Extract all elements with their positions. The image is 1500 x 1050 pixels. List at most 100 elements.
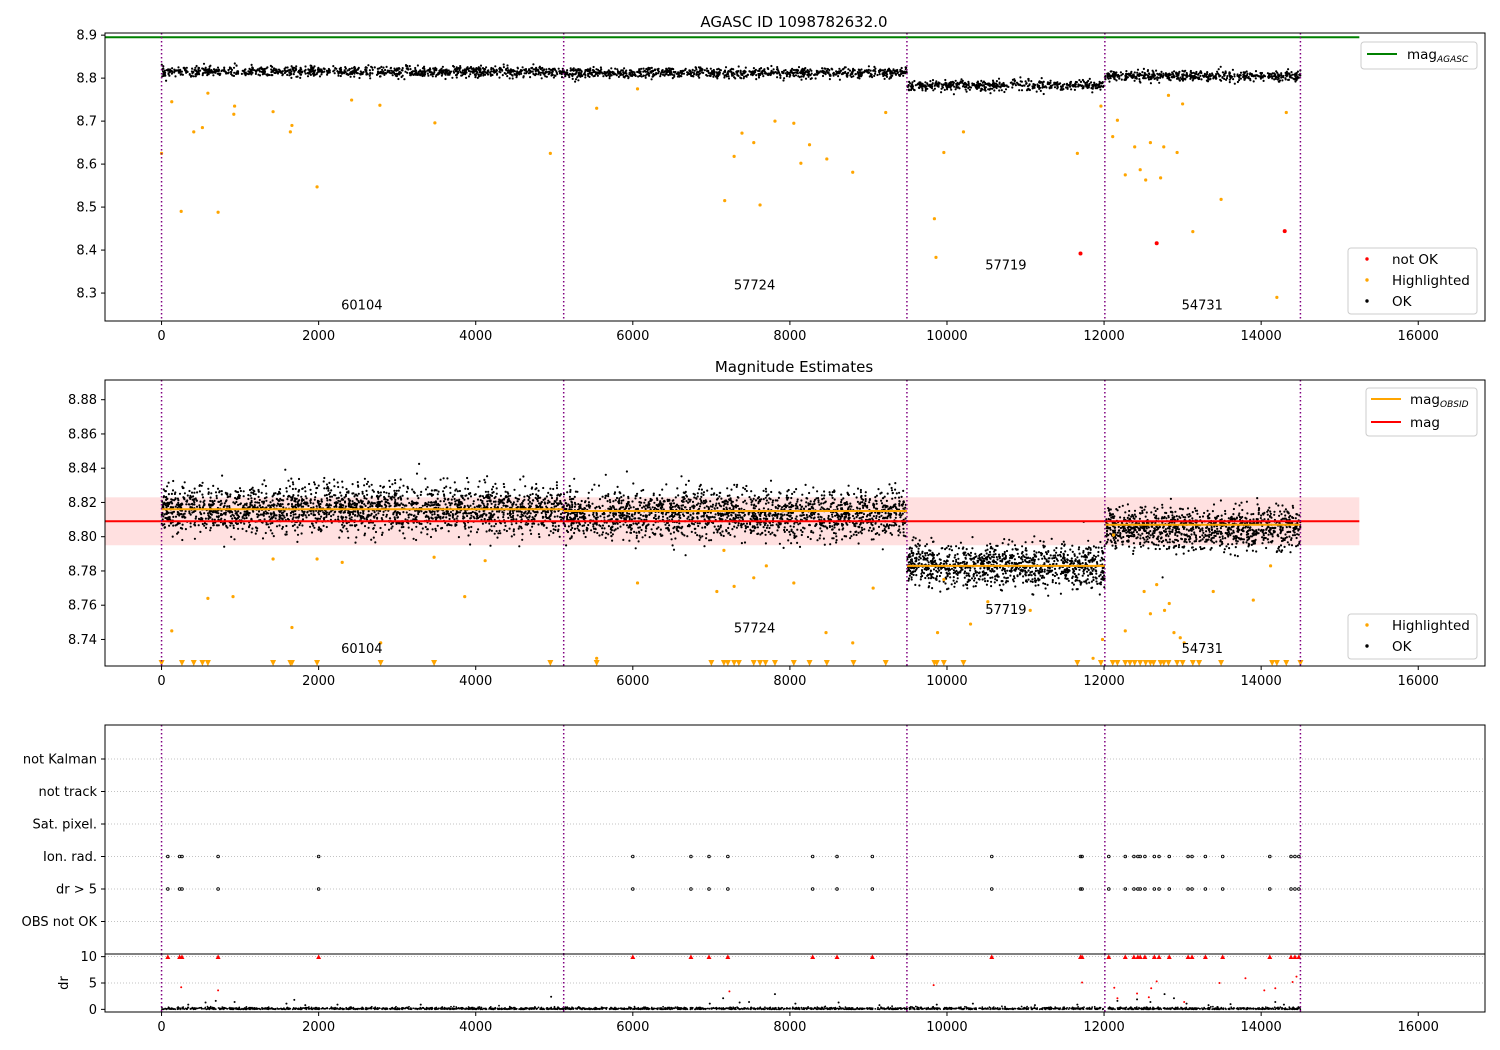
- dr-points-cloud: [562, 1005, 908, 1011]
- highlighted-point: [595, 656, 599, 660]
- y-tick-label: 8.74: [68, 633, 97, 648]
- dr-clipped-marker: [1296, 954, 1302, 959]
- ion-rad-flag-marker: [1190, 854, 1194, 859]
- dr-clipped-marker: [1106, 954, 1112, 959]
- dr-gt-5-flag-marker: [689, 887, 693, 891]
- agasc-panel-obsid-labels: 60104 57724 57719 54731: [341, 258, 1223, 313]
- highlighted-point: [1148, 612, 1153, 616]
- dr-flagged-point: [1263, 989, 1266, 992]
- dr-clipped-marker: [1220, 954, 1226, 959]
- highlighted-point: [1275, 295, 1279, 299]
- highlighted-point: [232, 104, 237, 108]
- magnitude-panel-axes: 0 2000 4000 6000 8000 10000 12000 14000 16000 8.7…: [68, 393, 1439, 689]
- obsid-label: 54731: [1182, 298, 1223, 313]
- clipped-highlighted-marker: [750, 660, 757, 666]
- legend-highlighted-marker: [1365, 623, 1369, 627]
- highlighted-point: [340, 560, 344, 564]
- highlighted-point: [1138, 168, 1142, 172]
- highlighted-point: [170, 100, 174, 104]
- highlighted-point: [1148, 141, 1153, 145]
- dr-point: [1282, 1003, 1285, 1006]
- highlighted-point: [884, 110, 888, 115]
- highlighted-point: [192, 130, 196, 134]
- x-tick-label: 10000: [926, 674, 967, 689]
- ion-rad-flag-marker: [1268, 854, 1272, 859]
- ion-rad-flag-marker: [1157, 854, 1161, 859]
- highlighted-point: [1191, 229, 1195, 234]
- dr-point: [878, 1004, 881, 1007]
- highlighted-point: [379, 641, 383, 645]
- dr-point: [971, 1002, 974, 1005]
- y-tick-label: 8.84: [68, 462, 97, 477]
- ion-rad-flag-marker: [1132, 854, 1136, 859]
- x-tick-label: 4000: [459, 329, 492, 344]
- dr-clipped-marker: [1131, 954, 1137, 959]
- y-tick-label: 8.86: [68, 427, 97, 442]
- dr-point: [233, 1000, 236, 1003]
- dr-point: [336, 1003, 339, 1006]
- x-tick-label: 2000: [302, 1020, 335, 1035]
- dr-point: [304, 1004, 307, 1007]
- highlighted-point: [1099, 104, 1103, 108]
- obsid-label: 57719: [985, 258, 1026, 273]
- magnitude-panel-title: Magnitude Estimates: [715, 358, 873, 376]
- highlighted-point: [635, 87, 640, 91]
- clipped-highlighted-marker: [1269, 660, 1276, 666]
- dr-clipped-marker: [810, 954, 816, 959]
- dr-point: [1076, 1003, 1079, 1006]
- highlighted-point: [378, 103, 382, 107]
- highlighted-point: [548, 151, 552, 155]
- highlighted-point: [758, 203, 762, 207]
- ion-rad-flag-marker: [689, 854, 693, 859]
- dr-flagged-point: [1295, 975, 1298, 978]
- highlighted-point: [732, 584, 736, 588]
- x-tick-label: 2000: [302, 674, 335, 689]
- dr-flagged-point: [728, 990, 731, 993]
- dr-flagged-point: [1244, 977, 1247, 980]
- x-tick-label: 14000: [1240, 329, 1281, 344]
- ok-points-cloud: [1103, 496, 1302, 579]
- x-tick-label: 8000: [773, 674, 806, 689]
- highlighted-point: [315, 185, 319, 189]
- clipped-highlighted-marker: [1097, 660, 1104, 666]
- highlighted-point: [271, 557, 275, 561]
- highlighted-point: [723, 199, 727, 203]
- clipped-highlighted-marker: [1160, 660, 1167, 666]
- clipped-highlighted-marker: [270, 660, 277, 666]
- clipped-highlighted-marker: [314, 660, 321, 666]
- highlighted-point: [290, 123, 294, 128]
- clipped-highlighted-marker: [1109, 660, 1116, 666]
- highlighted-point: [1091, 656, 1095, 660]
- dr-points-cloud: [1104, 1005, 1302, 1011]
- category-label: not Kalman: [23, 753, 97, 768]
- clipped-highlighted-marker: [1074, 660, 1081, 666]
- y-tick-label: 5: [89, 977, 97, 992]
- ion-rad-flag-marker: [1143, 854, 1147, 859]
- dr-gt-5-flag-marker: [1293, 887, 1297, 891]
- category-label: Ion. rad.: [43, 850, 97, 865]
- clipped-highlighted-marker: [1196, 660, 1203, 666]
- highlighted-point: [1155, 583, 1159, 587]
- x-tick-label: 6000: [616, 674, 649, 689]
- dr-gt-5-flag-marker: [835, 887, 839, 891]
- highlighted-point: [595, 106, 599, 110]
- highlighted-point: [231, 595, 235, 599]
- dr-point: [1033, 1004, 1036, 1007]
- highlighted-point: [871, 586, 875, 590]
- clipped-highlighted-marker: [1218, 660, 1225, 666]
- highlighted-point: [715, 589, 719, 594]
- dr-clipped-marker: [1185, 954, 1191, 959]
- flags-panel-axes: not Kalman not track Sat. pixel. Ion. rad. d…: [22, 753, 105, 930]
- dr-gt-5-flag-marker: [216, 887, 220, 891]
- highlighted-point: [773, 119, 777, 123]
- highlighted-point: [968, 622, 973, 626]
- highlighted-point: [1162, 145, 1166, 149]
- category-label: not track: [38, 785, 97, 800]
- dr-gt-5-flag-marker: [1220, 887, 1225, 891]
- dr-clipped-marker: [1202, 954, 1208, 959]
- highlighted-point: [1100, 637, 1105, 642]
- dr-gt-5-flag-marker: [1078, 887, 1083, 891]
- dr-gt-5-flag-marker: [990, 887, 994, 891]
- dr-gt-5-flag-marker: [180, 887, 184, 891]
